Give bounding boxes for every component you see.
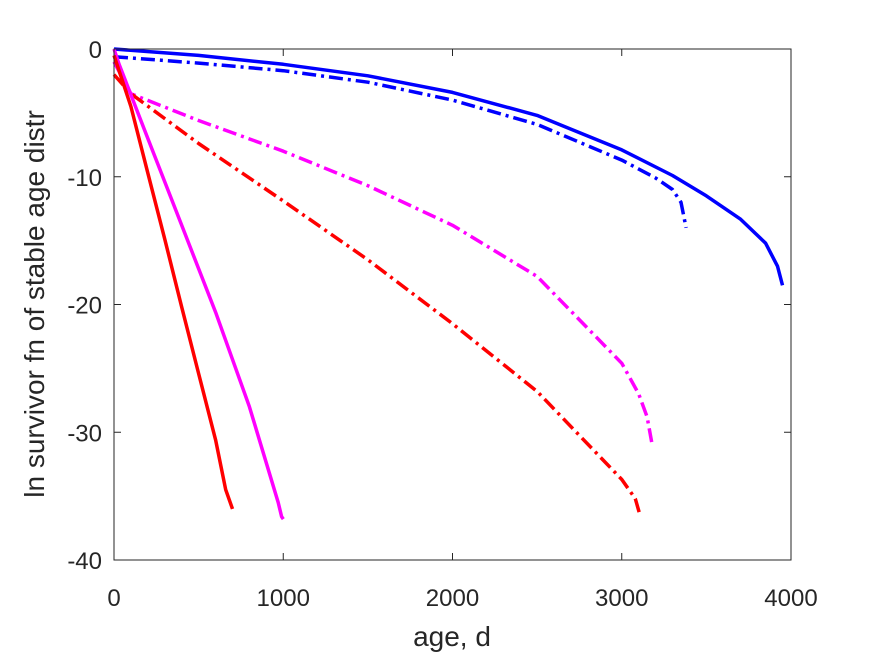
series-line-5 xyxy=(112,48,285,521)
y-axis-label: ln survivor fn of stable age distr xyxy=(19,110,50,498)
y-tick-label: 0 xyxy=(89,37,102,64)
y-tick-label: -10 xyxy=(67,165,102,192)
y-axis-ticks: 0 -10 -20 -30 -40 xyxy=(67,37,791,575)
x-tick-label: 3000 xyxy=(595,585,648,612)
series-line-1 xyxy=(113,47,785,286)
x-axis-ticks: 0 1000 2000 3000 4000 xyxy=(107,49,818,612)
y-tick-label: -20 xyxy=(67,293,102,320)
plot-background xyxy=(114,49,791,560)
series-line-4 xyxy=(112,73,643,518)
x-tick-label: 1000 xyxy=(257,585,310,612)
x-tick-label: 2000 xyxy=(426,585,479,612)
series-line-2 xyxy=(113,54,688,229)
series-line-3 xyxy=(112,60,654,446)
x-axis-label: age, d xyxy=(413,621,491,652)
x-tick-label: 4000 xyxy=(764,585,817,612)
y-tick-label: -40 xyxy=(67,548,102,575)
series-layer xyxy=(112,47,785,521)
series-line-6 xyxy=(112,54,235,510)
x-tick-label: 0 xyxy=(107,585,120,612)
y-tick-label: -30 xyxy=(67,420,102,447)
